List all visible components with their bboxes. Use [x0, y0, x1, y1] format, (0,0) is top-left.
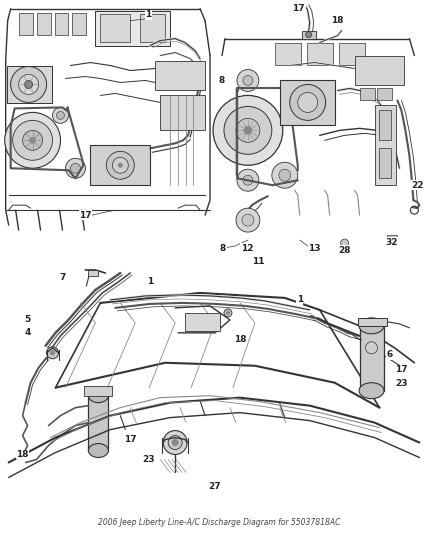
Ellipse shape: [359, 318, 384, 334]
Bar: [19, 13, 32, 35]
Text: 12: 12: [240, 244, 253, 253]
Bar: [185, 313, 220, 331]
Text: 18: 18: [332, 16, 344, 25]
Circle shape: [272, 162, 298, 188]
Bar: [355, 55, 404, 85]
Circle shape: [112, 157, 128, 173]
Circle shape: [224, 309, 232, 317]
Circle shape: [163, 431, 187, 455]
Bar: [90, 146, 150, 185]
Text: 17: 17: [79, 211, 92, 220]
Bar: [379, 110, 392, 140]
Text: 17: 17: [395, 365, 408, 374]
Ellipse shape: [359, 383, 384, 399]
Circle shape: [25, 80, 32, 88]
Bar: [155, 61, 205, 91]
Ellipse shape: [88, 389, 108, 402]
Circle shape: [224, 107, 272, 154]
Text: 13: 13: [308, 244, 321, 253]
Circle shape: [306, 31, 312, 38]
Circle shape: [172, 440, 178, 446]
Circle shape: [13, 120, 53, 160]
Bar: [302, 30, 316, 38]
Text: 8: 8: [219, 76, 225, 85]
Bar: [280, 80, 335, 125]
Text: 5: 5: [25, 316, 31, 325]
Circle shape: [50, 351, 54, 355]
Bar: [307, 43, 332, 64]
Circle shape: [279, 169, 291, 181]
Circle shape: [243, 76, 253, 85]
Text: 11: 11: [251, 256, 264, 265]
Text: 4: 4: [25, 328, 31, 337]
Circle shape: [244, 126, 252, 134]
Text: 1: 1: [147, 278, 153, 286]
Bar: [85, 386, 112, 395]
Circle shape: [5, 112, 60, 168]
Text: 2006 Jeep Liberty Line-A/C Discharge Diagram for 55037818AC: 2006 Jeep Liberty Line-A/C Discharge Dia…: [98, 518, 340, 527]
Circle shape: [23, 131, 42, 150]
Text: 17: 17: [293, 4, 305, 13]
Text: 17: 17: [124, 435, 137, 444]
Bar: [100, 14, 130, 42]
Circle shape: [290, 84, 326, 120]
Bar: [88, 395, 108, 450]
Text: 8: 8: [220, 244, 226, 253]
Circle shape: [71, 163, 81, 173]
Circle shape: [168, 435, 182, 449]
Text: 7: 7: [59, 273, 66, 282]
Bar: [360, 88, 374, 100]
Bar: [37, 13, 50, 35]
Circle shape: [236, 208, 260, 232]
Bar: [374, 106, 396, 185]
Circle shape: [236, 118, 260, 142]
Circle shape: [237, 69, 259, 92]
Text: 23: 23: [142, 455, 155, 464]
Text: 23: 23: [395, 379, 408, 388]
Text: 1: 1: [145, 10, 152, 19]
Circle shape: [213, 95, 283, 165]
Circle shape: [66, 158, 85, 178]
Bar: [360, 326, 385, 391]
Bar: [88, 270, 99, 276]
Circle shape: [243, 175, 253, 185]
Circle shape: [57, 111, 64, 119]
Text: 1: 1: [297, 295, 303, 304]
Circle shape: [237, 169, 259, 191]
Bar: [357, 318, 388, 326]
Bar: [140, 14, 165, 42]
Circle shape: [366, 342, 378, 354]
Circle shape: [118, 163, 122, 167]
Text: 27: 27: [208, 482, 221, 491]
Circle shape: [298, 92, 318, 112]
Text: 28: 28: [338, 246, 351, 255]
Circle shape: [46, 347, 59, 359]
Circle shape: [11, 67, 46, 102]
Circle shape: [19, 75, 39, 94]
Circle shape: [242, 214, 254, 226]
Circle shape: [106, 151, 134, 179]
Circle shape: [341, 239, 349, 247]
Bar: [379, 148, 392, 178]
Bar: [378, 88, 392, 100]
Bar: [7, 66, 52, 103]
Bar: [95, 11, 170, 46]
Circle shape: [53, 108, 68, 123]
Circle shape: [226, 311, 230, 314]
Bar: [339, 43, 364, 64]
Text: 18: 18: [16, 450, 29, 459]
Bar: [275, 43, 301, 64]
Text: 22: 22: [411, 181, 424, 190]
Text: 18: 18: [234, 335, 246, 344]
Text: 32: 32: [385, 238, 398, 247]
Bar: [54, 13, 68, 35]
Bar: [388, 235, 397, 243]
Bar: [72, 13, 86, 35]
Circle shape: [30, 138, 35, 143]
Text: 6: 6: [386, 350, 392, 359]
Ellipse shape: [88, 443, 108, 457]
Bar: [160, 95, 205, 131]
